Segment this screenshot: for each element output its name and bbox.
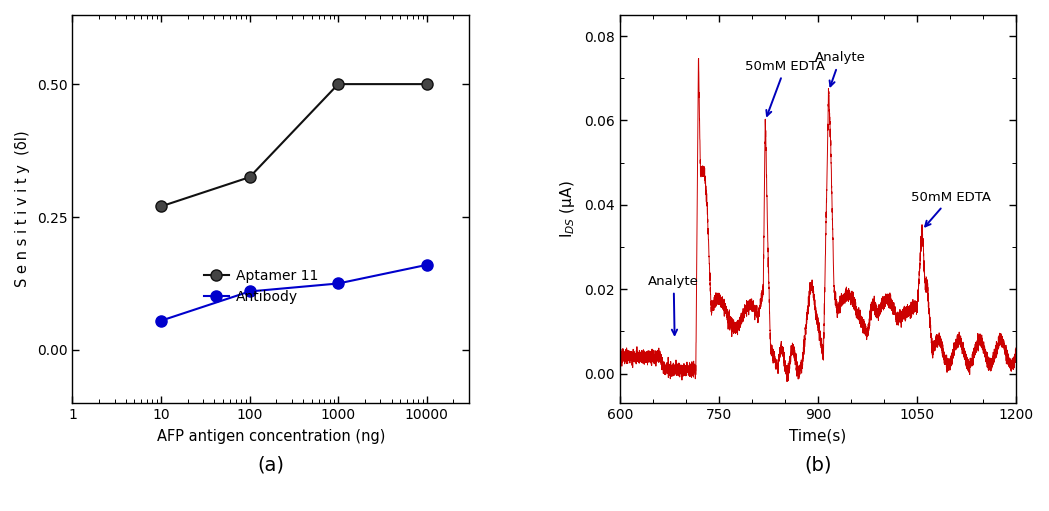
Y-axis label: S e n s i t i v i t y  (δI): S e n s i t i v i t y (δI) bbox=[15, 131, 30, 287]
Aptamer 11 bbox=[421, 81, 433, 87]
Text: Analyte: Analyte bbox=[815, 52, 865, 86]
Text: 50mM EDTA: 50mM EDTA bbox=[746, 60, 826, 116]
Y-axis label: I$_{DS}$ (μA): I$_{DS}$ (μA) bbox=[558, 180, 577, 238]
Antibody bbox=[331, 281, 344, 287]
Legend: Aptamer 11, Antibody: Aptamer 11, Antibody bbox=[198, 264, 324, 310]
X-axis label: Time(s): Time(s) bbox=[790, 429, 847, 444]
Line: Antibody: Antibody bbox=[155, 259, 432, 326]
Antibody bbox=[421, 262, 433, 268]
Text: (b): (b) bbox=[805, 456, 832, 475]
Antibody bbox=[155, 318, 168, 324]
Text: (a): (a) bbox=[257, 456, 284, 475]
Line: Aptamer 11: Aptamer 11 bbox=[155, 79, 432, 212]
X-axis label: AFP antigen concentration (ng): AFP antigen concentration (ng) bbox=[156, 429, 385, 444]
Aptamer 11 bbox=[331, 81, 344, 87]
Aptamer 11 bbox=[155, 203, 168, 210]
Text: 50mM EDTA: 50mM EDTA bbox=[911, 191, 990, 226]
Antibody bbox=[243, 288, 256, 294]
Aptamer 11 bbox=[243, 174, 256, 180]
Text: Analyte: Analyte bbox=[648, 275, 699, 335]
